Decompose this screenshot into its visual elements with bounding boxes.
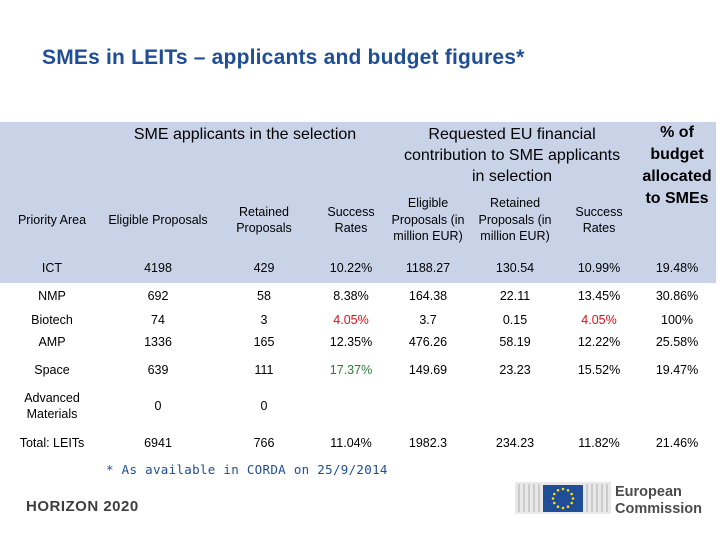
ec-wordmark: European Commission [615,484,702,518]
cell-retained: 429 [212,253,316,283]
col-retained-proposals: Retained Proposals [212,187,316,253]
cell-area: ICT [0,253,104,283]
cell-area: Biotech [0,309,104,331]
cell-retained-million: 58.19 [470,331,561,353]
cell-area: NMP [0,283,104,309]
cell-retained: 0 [212,387,316,425]
cell-success: 10.22% [316,253,387,283]
footnote: * As available in CORDA on 25/9/2014 [106,462,388,477]
table-row: AMP 1336 165 12.35% 476.26 58.19 12.22% … [0,331,717,353]
cell-retained: 111 [212,353,316,387]
cell-pct: 100% [638,309,717,331]
cell-pct: 21.46% [638,425,717,461]
cell-area: Total: LEITs [0,425,104,461]
cell-pct [638,387,717,425]
cell-success-2: 12.22% [560,331,639,353]
cell-eligible: 692 [104,283,212,309]
cell-eligible-million: 149.69 [386,353,471,387]
col-success-rates: Success Rates [316,187,387,253]
ec-line-1: European [615,484,682,500]
header-blank [0,122,104,187]
cell-retained: 3 [212,309,316,331]
table-row: ICT 4198 429 10.22% 1188.27 130.54 10.99… [0,253,717,283]
cell-success: 4.05% [316,309,387,331]
cell-eligible: 6941 [104,425,212,461]
cell-area: Advanced Materials [0,387,104,425]
cell-retained-million: 130.54 [470,253,561,283]
table-row: NMP 692 58 8.38% 164.38 22.11 13.45% 30.… [0,283,717,309]
cell-eligible: 639 [104,353,212,387]
cell-success-2 [560,387,639,425]
cell-retained-million: 0.15 [470,309,561,331]
cell-area: Space [0,353,104,387]
cell-success-2: 13.45% [560,283,639,309]
cell-retained-million: 234.23 [470,425,561,461]
cell-success [316,387,387,425]
cell-retained-million: 22.11 [470,283,561,309]
cell-eligible-million: 1982.3 [386,425,471,461]
cell-success: 17.37% [316,353,387,387]
table-row: Advanced Materials 0 0 [0,387,717,425]
col-eligible-million: Eligible Proposals (in million EUR) [386,187,471,253]
cell-pct: 25.58% [638,331,717,353]
table-row: Space 639 111 17.37% 149.69 23.23 15.52%… [0,353,717,387]
table-row: Total: LEITs 6941 766 11.04% 1982.3 234.… [0,425,717,461]
col-eligible-proposals: Eligible Proposals [104,187,212,253]
cell-eligible: 4198 [104,253,212,283]
cell-pct: 19.48% [638,253,717,283]
cell-eligible-million: 3.7 [386,309,471,331]
cell-retained: 766 [212,425,316,461]
table-row: Biotech 74 3 4.05% 3.7 0.15 4.05% 100% [0,309,717,331]
cell-eligible-million [386,387,471,425]
cell-success-2: 10.99% [560,253,639,283]
cell-success: 8.38% [316,283,387,309]
eu-flag-icon [543,485,583,512]
header-requested-eu: Requested EU financial contribution to S… [386,122,639,187]
header-sme-applicants: SME applicants in the selection [104,122,387,187]
sme-figures-table: SME applicants in the selection Requeste… [0,122,717,461]
cell-pct: 30.86% [638,283,717,309]
header-pct-budget: % of budget allocated to SMEs [638,122,717,253]
cell-eligible: 1336 [104,331,212,353]
cell-success-2: 11.82% [560,425,639,461]
ec-line-2: Commission [615,501,703,517]
horizon-2020-logo: HORIZON 2020 [26,498,139,515]
col-retained-million: Retained Proposals (in million EUR) [470,187,561,253]
cell-success: 11.04% [316,425,387,461]
cell-eligible: 74 [104,309,212,331]
cell-retained: 58 [212,283,316,309]
cell-eligible-million: 476.26 [386,331,471,353]
cell-eligible-million: 164.38 [386,283,471,309]
col-success-rates-2: Success Rates [560,187,639,253]
cell-success-2: 15.52% [560,353,639,387]
cell-area: AMP [0,331,104,353]
cell-retained: 165 [212,331,316,353]
col-priority-area: Priority Area [0,187,104,253]
cell-success-2: 4.05% [560,309,639,331]
cell-retained-million: 23.23 [470,353,561,387]
page-title: SMEs in LEITs – applicants and budget fi… [42,46,525,69]
cell-pct: 19.47% [638,353,717,387]
cell-eligible: 0 [104,387,212,425]
cell-retained-million [470,387,561,425]
cell-eligible-million: 1188.27 [386,253,471,283]
cell-success: 12.35% [316,331,387,353]
ec-logo [515,482,611,514]
